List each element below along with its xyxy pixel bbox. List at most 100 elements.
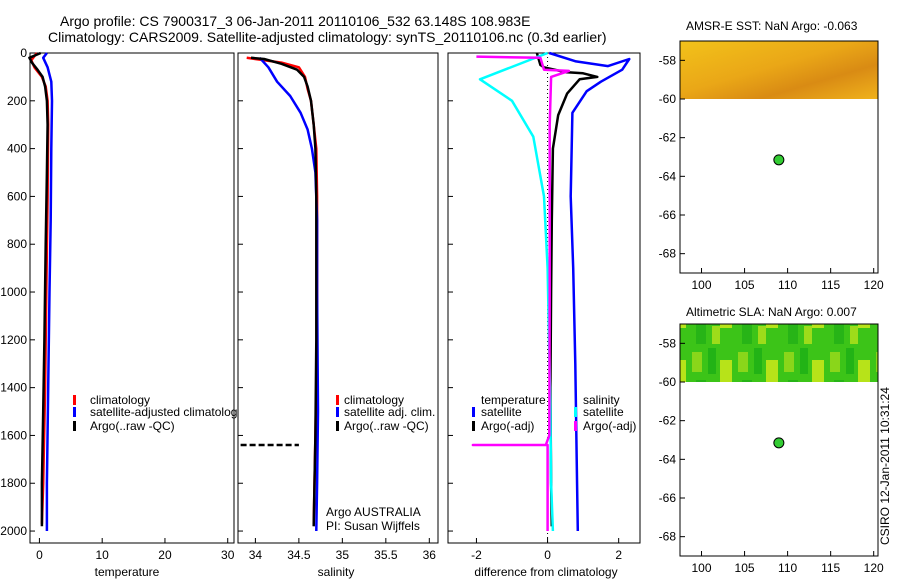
lon-tick-label: 100 xyxy=(692,561,712,575)
y-tick-label: 1600 xyxy=(0,428,27,442)
temperature-plot-frame xyxy=(29,52,235,544)
figure-title-line1: Argo profile: CS 7900317_3 06-Jan-2011 2… xyxy=(60,13,530,29)
lat-tick-label: -62 xyxy=(659,414,677,428)
y-tick-label: 1000 xyxy=(0,285,27,299)
x-tick-label: 35.5 xyxy=(374,548,398,562)
series-line-temperature-satellite xyxy=(548,51,631,532)
legend-swatch-sal-argo xyxy=(574,421,577,431)
lat-tick-label: -66 xyxy=(659,491,677,505)
salinity-legend: climatology satellite adj. clim. Argo(..… xyxy=(336,393,435,433)
legend-swatch-satellite-adj xyxy=(336,407,339,417)
temperature-axis-ticks: 0 200 400 600 800 1000 1200 1400 1600 1800 2000 0 10… xyxy=(0,46,234,562)
x-tick-label: -2 xyxy=(471,548,482,562)
x-tick-label: 10 xyxy=(96,548,110,562)
legend-label-argo: Argo(..raw -QC) xyxy=(90,419,175,433)
legend-label-argo: Argo(..raw -QC) xyxy=(344,419,429,433)
salinity-axis-ticks: 34 34.5 35 35.5 36 xyxy=(238,52,437,562)
sla-map-title: Altimetric SLA: NaN Argo: 0.007 xyxy=(686,305,857,319)
sst-map-panel: AMSR-E SST: NaN Argo: -0.063 100 105 110 11… xyxy=(659,19,884,292)
lon-tick-label: 120 xyxy=(864,561,884,575)
lon-tick-label: 115 xyxy=(821,561,840,575)
x-tick-label: 36 xyxy=(423,548,437,562)
lon-tick-label: 105 xyxy=(735,278,755,292)
legend-title-salinity: salinity xyxy=(583,393,620,407)
lon-tick-label: 100 xyxy=(692,278,712,292)
lat-tick-label: -66 xyxy=(659,208,677,222)
sst-map-title: AMSR-E SST: NaN Argo: -0.063 xyxy=(686,19,858,33)
sst-field xyxy=(680,41,878,99)
x-tick-label: 30 xyxy=(221,548,235,562)
lat-tick-label: -64 xyxy=(659,452,677,466)
legend-label-satellite-adjusted: satellite-adjusted climatolog xyxy=(90,405,237,419)
lon-tick-label: 115 xyxy=(821,278,840,292)
legend-label-sal-satellite: satellite xyxy=(583,405,624,419)
legend-label-climatology: climatology xyxy=(90,393,150,407)
y-tick-label: 800 xyxy=(7,237,27,251)
y-tick-label: 600 xyxy=(7,189,27,203)
series-line-satellite-adjusted-climatology xyxy=(41,52,54,531)
sst-map-frame xyxy=(679,40,879,274)
x-tick-label: 0 xyxy=(544,548,551,562)
legend-swatch-satellite-adjusted xyxy=(73,407,76,417)
temperature-series xyxy=(28,51,54,531)
sst-map-ticks: 100 105 110 115 120 -58 -60 -62 -64 -66 -68 xyxy=(659,53,884,292)
legend-swatch-climatology xyxy=(73,395,76,405)
series-line-salinity-argo-adj- xyxy=(471,55,571,531)
lon-tick-label: 120 xyxy=(864,278,884,292)
legend-label-satellite-adj: satellite adj. clim. xyxy=(344,405,435,419)
y-tick-label: 1800 xyxy=(0,476,27,490)
y-tick-label: 1400 xyxy=(0,381,27,395)
legend-label-temp-satellite: satellite xyxy=(481,405,522,419)
legend-label-climatology: climatology xyxy=(344,393,404,407)
x-tick-label: 34 xyxy=(249,548,263,562)
difference-plot-frame xyxy=(447,52,641,544)
y-tick-label: 0 xyxy=(20,46,27,60)
lat-tick-label: -64 xyxy=(659,169,677,183)
salinity-plot-frame xyxy=(237,52,439,544)
x-tick-label: 20 xyxy=(158,548,172,562)
difference-legend: temperature salinity satellite Argo(-adj… xyxy=(472,393,636,433)
lon-tick-label: 110 xyxy=(778,278,797,292)
lat-tick-label: -68 xyxy=(659,530,677,544)
sla-field xyxy=(680,324,878,382)
x-tick-label: 34.5 xyxy=(287,548,311,562)
legend-swatch-sal-satellite xyxy=(574,407,577,417)
series-line-satellite-adj-clim- xyxy=(258,56,320,532)
legend-swatch-argo xyxy=(73,421,76,431)
legend-swatch-argo xyxy=(336,421,339,431)
sla-map-panel: Altimetric SLA: NaN Argo: 0.007 100 105 11… xyxy=(659,305,884,575)
argo-float-marker xyxy=(773,154,785,166)
temperature-x-label: temperature xyxy=(95,565,160,579)
lat-tick-label: -60 xyxy=(659,375,677,389)
sla-map-ticks: 100 105 110 115 120 -58 -60 -62 -64 -66 -68 xyxy=(659,336,884,575)
series-line-argo-raw-qc- xyxy=(250,56,318,527)
salinity-series xyxy=(240,56,320,532)
y-tick-label: 200 xyxy=(7,94,27,108)
difference-panel: -2 0 2 difference from climatology tempera… xyxy=(447,51,641,579)
lat-tick-label: -62 xyxy=(659,131,677,145)
argo-float-marker xyxy=(773,437,785,449)
sla-map-frame xyxy=(679,323,879,557)
salinity-x-label: salinity xyxy=(318,565,355,579)
legend-label-temp-argo: Argo(-adj) xyxy=(481,419,534,433)
timestamp-stamp: CSIRO 12-Jan-2011 10:31:24 xyxy=(878,387,892,545)
legend-swatch-temp-argo xyxy=(472,421,475,431)
difference-series xyxy=(471,51,631,532)
temperature-panel: 0 200 400 600 800 1000 1200 1400 1600 1800 2000 0 10… xyxy=(0,46,237,579)
pi-label: PI: Susan Wijffels xyxy=(326,519,420,533)
lat-tick-label: -68 xyxy=(659,247,677,261)
difference-x-label: difference from climatology xyxy=(474,565,617,579)
series-line-temperature-argo-adj- xyxy=(535,52,599,527)
figure-title-line2: Climatology: CARS2009. Satellite-adjuste… xyxy=(48,29,606,45)
y-tick-label: 400 xyxy=(7,142,27,156)
lat-tick-label: -60 xyxy=(659,92,677,106)
temperature-legend: climatology satellite-adjusted climatolo… xyxy=(73,393,237,433)
legend-swatch-temp-satellite xyxy=(472,407,475,417)
x-tick-label: 2 xyxy=(615,548,622,562)
x-tick-label: 35 xyxy=(336,548,350,562)
difference-axis-ticks: -2 0 2 xyxy=(448,52,622,562)
y-tick-label: 1200 xyxy=(0,333,27,347)
legend-swatch-climatology xyxy=(336,395,339,405)
salinity-panel: 34 34.5 35 35.5 36 salinity climatology sate… xyxy=(237,52,439,579)
